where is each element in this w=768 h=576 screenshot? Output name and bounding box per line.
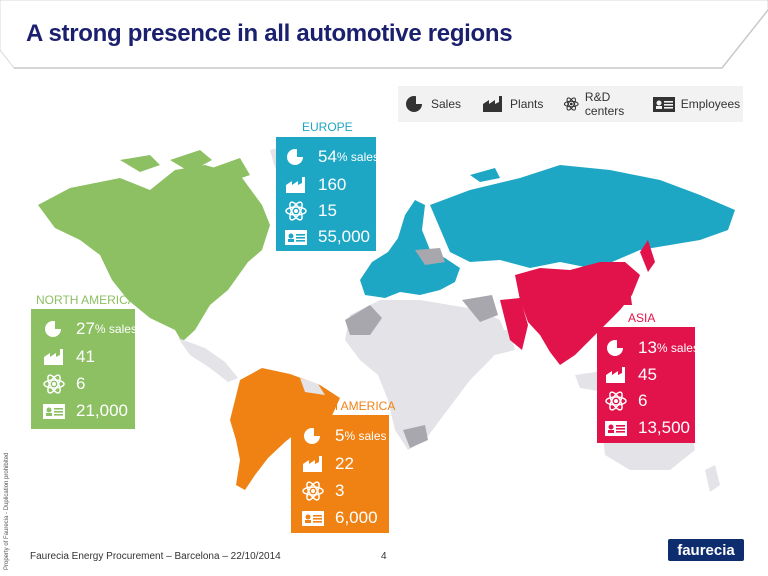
page-title: A strong presence in all automotive regi…	[26, 20, 513, 47]
atom-icon	[285, 201, 307, 221]
south-america-rd-value: 3	[335, 481, 345, 500]
pie-chart-icon	[45, 321, 63, 337]
asia-sales-value: 13	[638, 338, 657, 357]
europe-employees: 55,000	[284, 226, 370, 248]
id-card-icon	[605, 421, 627, 436]
north-america-sales-value: 27	[76, 319, 95, 338]
europe-sales: 54% sales	[284, 146, 379, 168]
atom-icon	[564, 97, 580, 111]
factory-icon	[44, 349, 63, 365]
footer-text: Faurecia Energy Procurement – Barcelona …	[30, 551, 281, 562]
europe-sales-suffix: % sales	[336, 150, 379, 164]
asia-plants: 45	[604, 364, 657, 386]
factory-icon	[303, 456, 322, 472]
page-number: 4	[381, 551, 387, 562]
legend-rd-label: R&D centers	[584, 90, 625, 118]
legend-plants-label: Plants	[510, 97, 544, 111]
north-america-employees: 21,000	[42, 400, 128, 422]
south-america-shape	[230, 368, 340, 490]
asia-rd: 6	[604, 390, 647, 412]
north-america-rd-value: 6	[76, 374, 86, 393]
europe-plants-value: 160	[318, 175, 347, 194]
south-america-sales: 5% sales	[301, 425, 387, 447]
south-america-employees: 6,000	[301, 507, 378, 529]
north-america-employees-value: 21,000	[76, 401, 128, 420]
id-card-icon	[652, 97, 675, 112]
asia-employees: 13,500	[604, 417, 690, 439]
legend-sales-label: Sales	[431, 97, 462, 111]
confidentiality-note: Property of Faurecia - Duplication prohi…	[4, 452, 10, 570]
header-band	[0, 0, 768, 69]
asia-sales: 13% sales	[604, 337, 699, 359]
pie-chart-icon	[406, 96, 424, 112]
pie-chart-icon	[287, 149, 305, 165]
europe-rd-value: 15	[318, 201, 337, 220]
id-card-icon	[285, 230, 307, 245]
asia-sales-suffix: % sales	[656, 341, 699, 355]
legend: Sales Plants R&D centers Employees	[398, 86, 743, 122]
south-america-employees-value: 6,000	[335, 508, 378, 527]
legend-plants: Plants	[481, 94, 557, 114]
asia-plants-value: 45	[638, 365, 657, 384]
legend-employees-label: Employees	[680, 97, 741, 111]
europe-employees-value: 55,000	[318, 227, 370, 246]
europe-plants: 160	[284, 174, 346, 196]
factory-icon	[483, 96, 503, 112]
atom-icon	[43, 374, 65, 394]
north-america-shape	[38, 165, 270, 342]
id-card-icon	[43, 404, 65, 419]
europe-rd: 15	[284, 200, 337, 222]
north-america-label: NORTH AMERICA	[36, 293, 136, 307]
south-america-plants-value: 22	[335, 454, 354, 473]
north-america-rd: 6	[42, 373, 85, 395]
legend-employees: Employees	[652, 94, 754, 114]
factory-icon	[286, 177, 305, 193]
legend-rd: R&D centers	[563, 90, 645, 118]
europe-shape	[360, 200, 460, 298]
russia-shape	[430, 165, 735, 268]
north-america-sales-suffix: % sales	[94, 322, 137, 336]
asia-employees-value: 13,500	[638, 418, 690, 437]
pie-chart-icon	[304, 428, 322, 444]
north-america-sales: 27% sales	[42, 318, 137, 340]
south-america-plants: 22	[301, 453, 354, 475]
asia-rd-value: 6	[638, 391, 648, 410]
factory-icon	[606, 367, 625, 383]
south-america-sales-suffix: % sales	[344, 429, 387, 443]
south-america-label: SOUTH AMERICA	[296, 399, 396, 413]
south-america-sales-value: 5	[335, 426, 345, 445]
atom-icon	[605, 391, 627, 411]
europe-label: EUROPE	[302, 120, 353, 134]
pie-chart-icon	[607, 340, 625, 356]
atom-icon	[302, 481, 324, 501]
north-america-plants-value: 41	[76, 347, 95, 366]
legend-sales: Sales	[404, 94, 475, 114]
europe-sales-value: 54	[318, 147, 337, 166]
south-america-rd: 3	[301, 480, 344, 502]
faurecia-logo: faurecia	[668, 539, 744, 561]
north-america-plants: 41	[42, 346, 95, 368]
asia-shape	[515, 262, 640, 365]
id-card-icon	[302, 511, 324, 526]
asia-label: ASIA	[628, 311, 656, 325]
